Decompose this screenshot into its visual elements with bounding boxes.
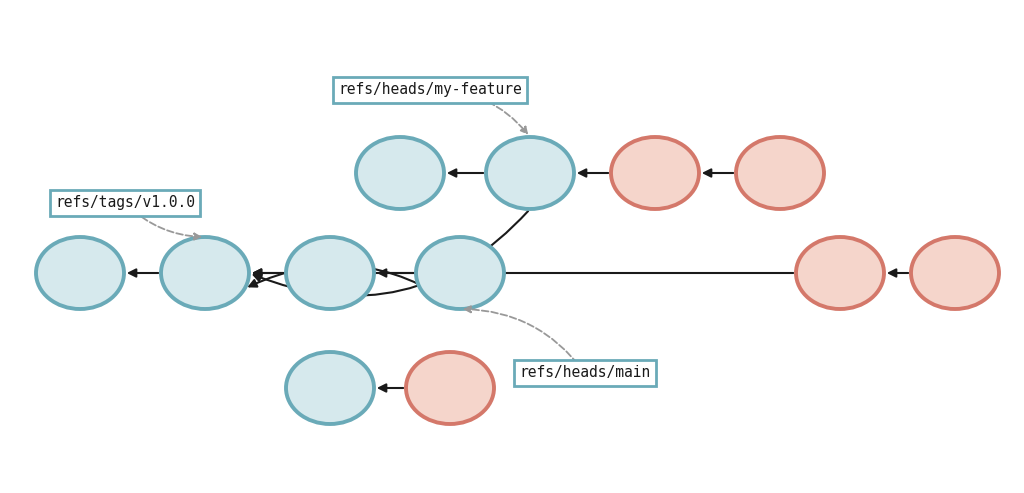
Ellipse shape (286, 237, 374, 309)
Text: refs/heads/my-feature: refs/heads/my-feature (338, 82, 522, 98)
Ellipse shape (406, 352, 494, 424)
Ellipse shape (796, 237, 884, 309)
Ellipse shape (356, 137, 444, 209)
Ellipse shape (911, 237, 999, 309)
Ellipse shape (611, 137, 699, 209)
Text: refs/heads/main: refs/heads/main (519, 365, 650, 381)
FancyArrowPatch shape (254, 211, 528, 296)
Text: refs/tags/v1.0.0: refs/tags/v1.0.0 (55, 196, 195, 211)
Ellipse shape (416, 237, 504, 309)
Ellipse shape (486, 137, 574, 209)
Ellipse shape (36, 237, 124, 309)
FancyArrowPatch shape (249, 265, 458, 307)
Ellipse shape (286, 352, 374, 424)
Ellipse shape (736, 137, 824, 209)
Ellipse shape (161, 237, 249, 309)
